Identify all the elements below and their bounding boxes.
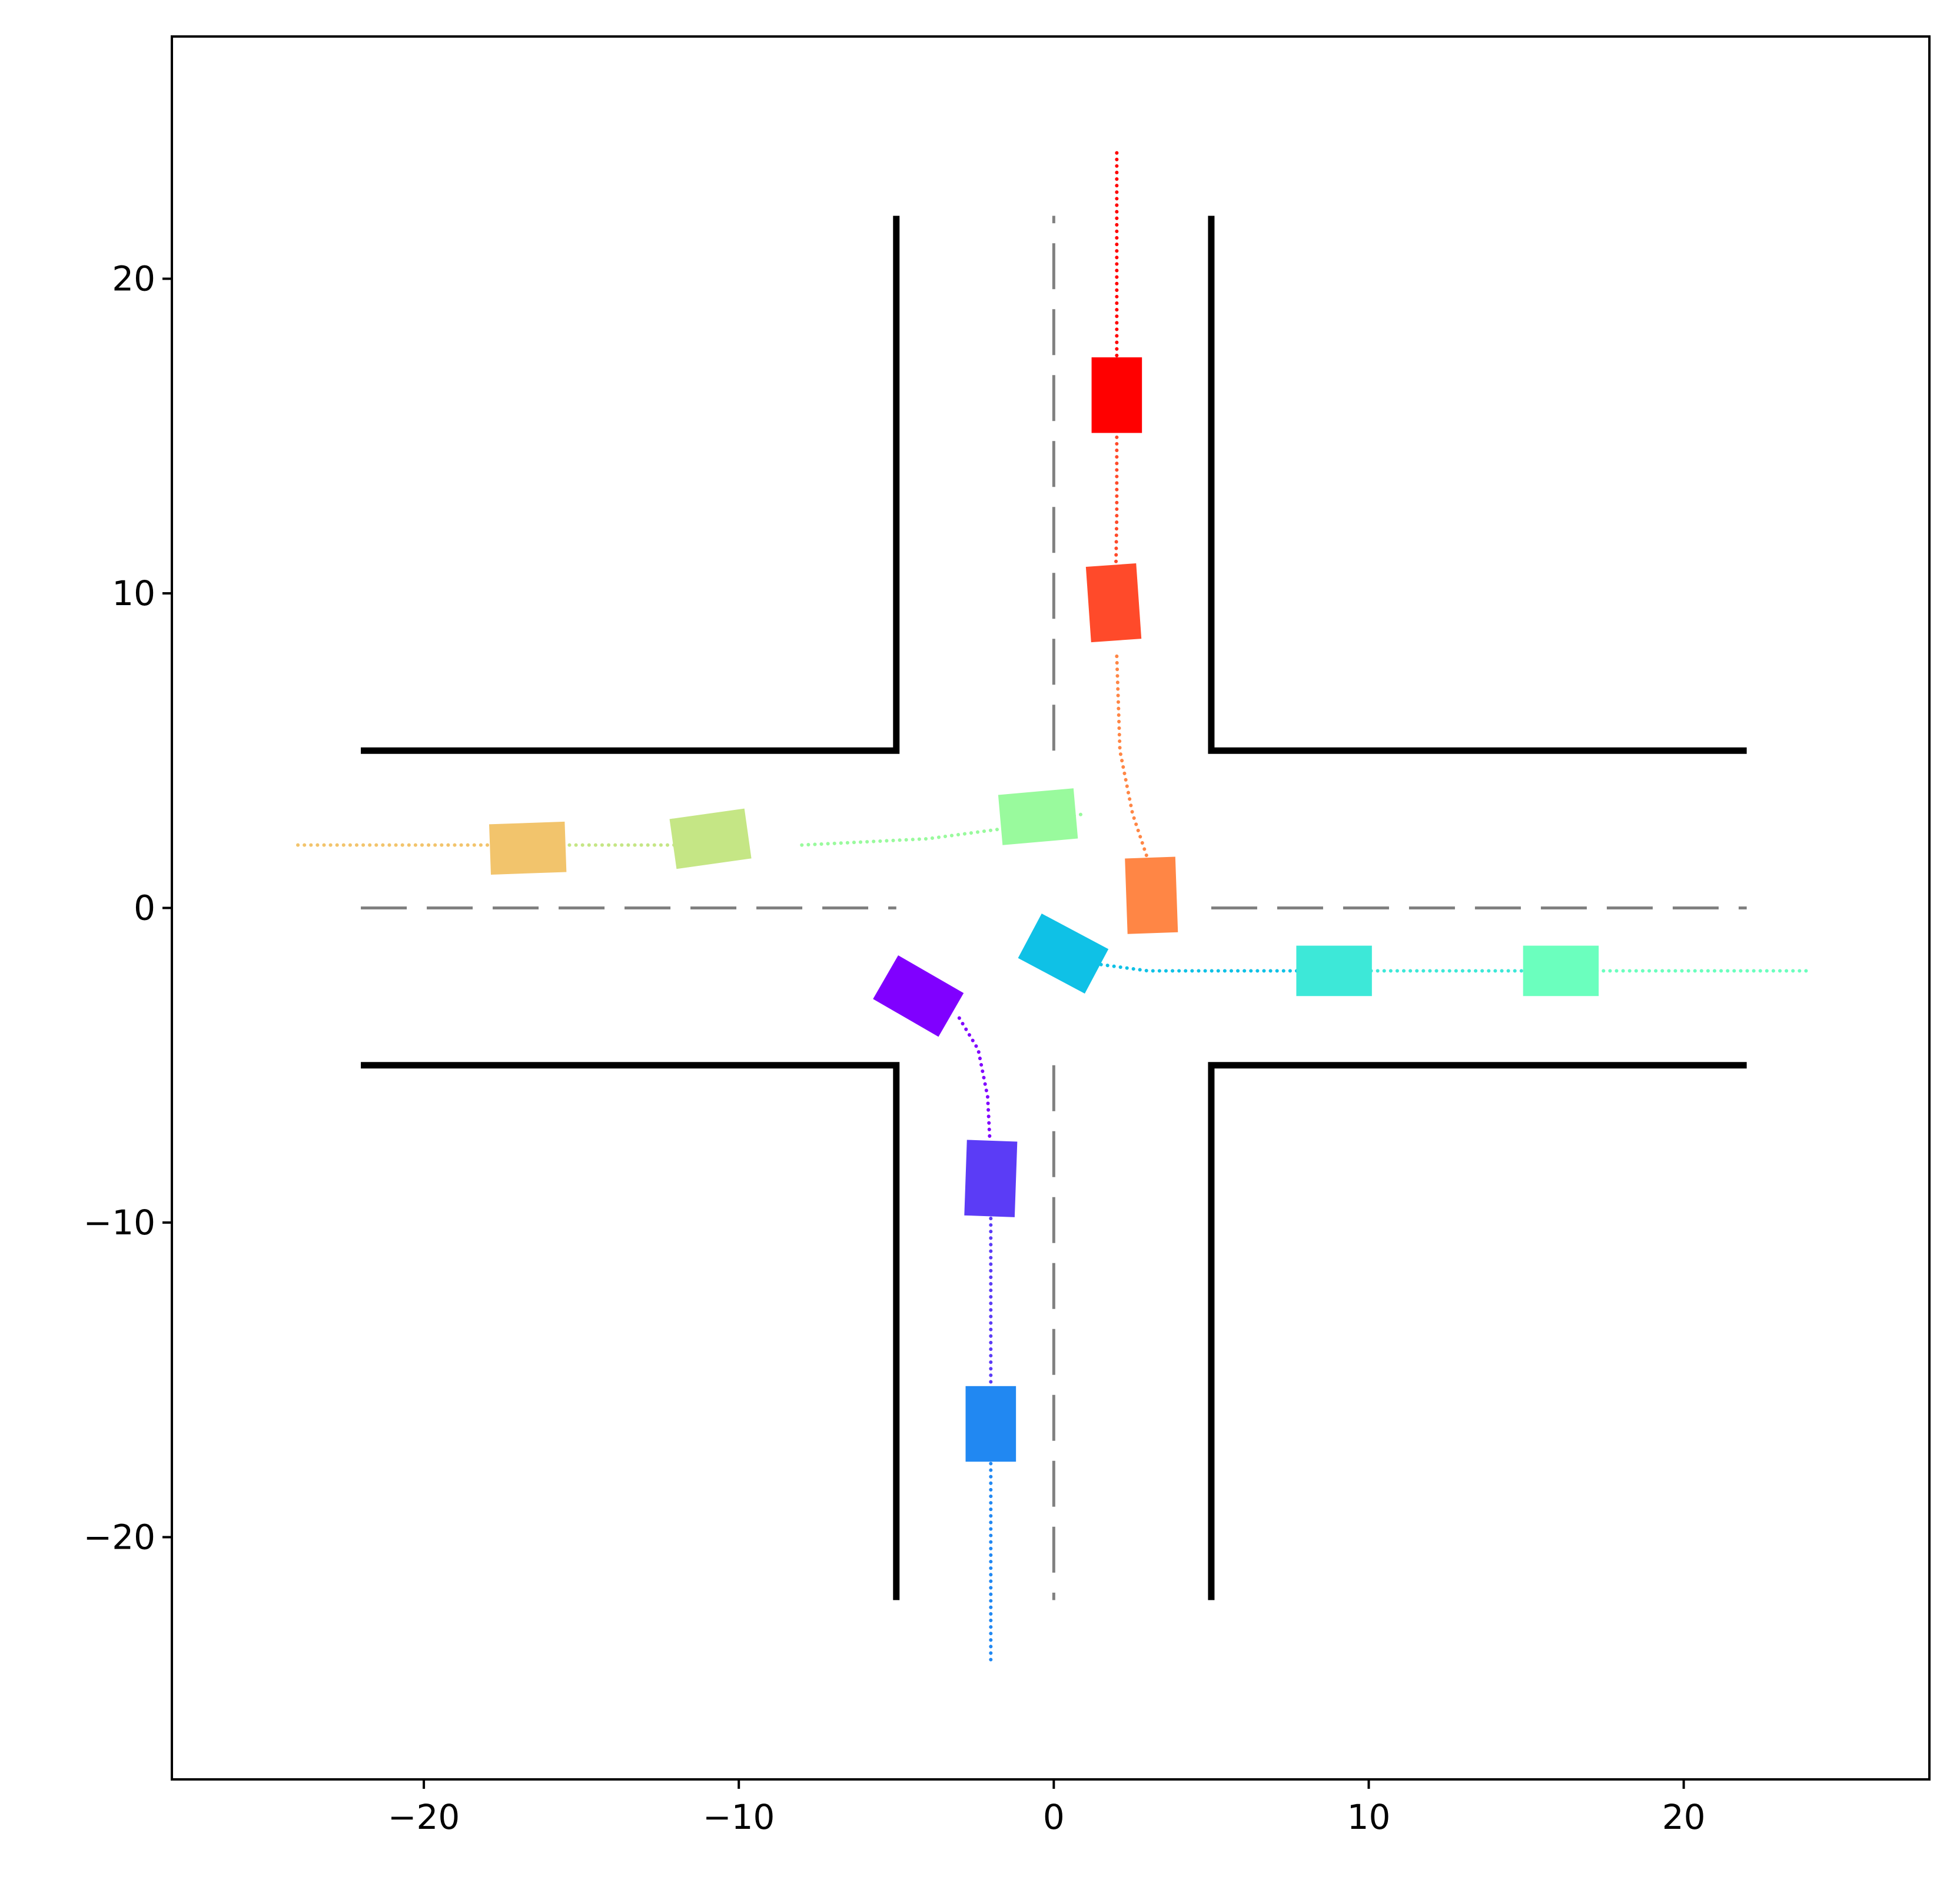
road-edge-0 xyxy=(361,215,900,754)
x-tick-label-4: 20 xyxy=(1662,1797,1706,1837)
road-layer xyxy=(361,215,1747,1600)
vehicle-0 xyxy=(1091,357,1142,433)
vehicle-4 xyxy=(669,808,752,869)
x-tick-label-1: −10 xyxy=(703,1797,775,1837)
vehicle-2 xyxy=(1125,856,1178,934)
x-tick-label-2: 0 xyxy=(1043,1797,1065,1837)
vehicle-6 xyxy=(1018,914,1109,994)
vehicle-7 xyxy=(1296,945,1372,997)
vehicle-9 xyxy=(873,955,964,1037)
x-axis: −20 −10 0 10 20 xyxy=(388,1779,1706,1837)
y-axis: 20 10 0 −10 −20 xyxy=(84,259,172,1557)
trajectory-9 xyxy=(957,1016,993,1162)
y-tick-label-1: 10 xyxy=(112,573,155,613)
vehicle-10 xyxy=(964,1140,1018,1217)
vehicle-3 xyxy=(489,821,567,875)
x-tick-label-0: −20 xyxy=(388,1797,460,1837)
y-tick-label-0: 20 xyxy=(112,259,155,299)
road-edge-2 xyxy=(361,1062,900,1600)
vehicle-1 xyxy=(1085,563,1142,643)
trajectory-2 xyxy=(1115,654,1150,863)
trajectory-1 xyxy=(1113,403,1119,611)
vehicle-5 xyxy=(998,788,1078,845)
vehicle-layer xyxy=(489,357,1599,1462)
y-tick-label-3: −10 xyxy=(84,1203,155,1243)
vehicle-8 xyxy=(1523,945,1599,997)
vehicle-11 xyxy=(965,1386,1016,1462)
y-tick-label-4: −20 xyxy=(84,1517,155,1557)
road-edge-1 xyxy=(1208,215,1747,754)
x-tick-label-3: 10 xyxy=(1347,1797,1391,1837)
road-edge-3 xyxy=(1208,1062,1747,1600)
y-tick-label-2: 0 xyxy=(134,888,155,928)
